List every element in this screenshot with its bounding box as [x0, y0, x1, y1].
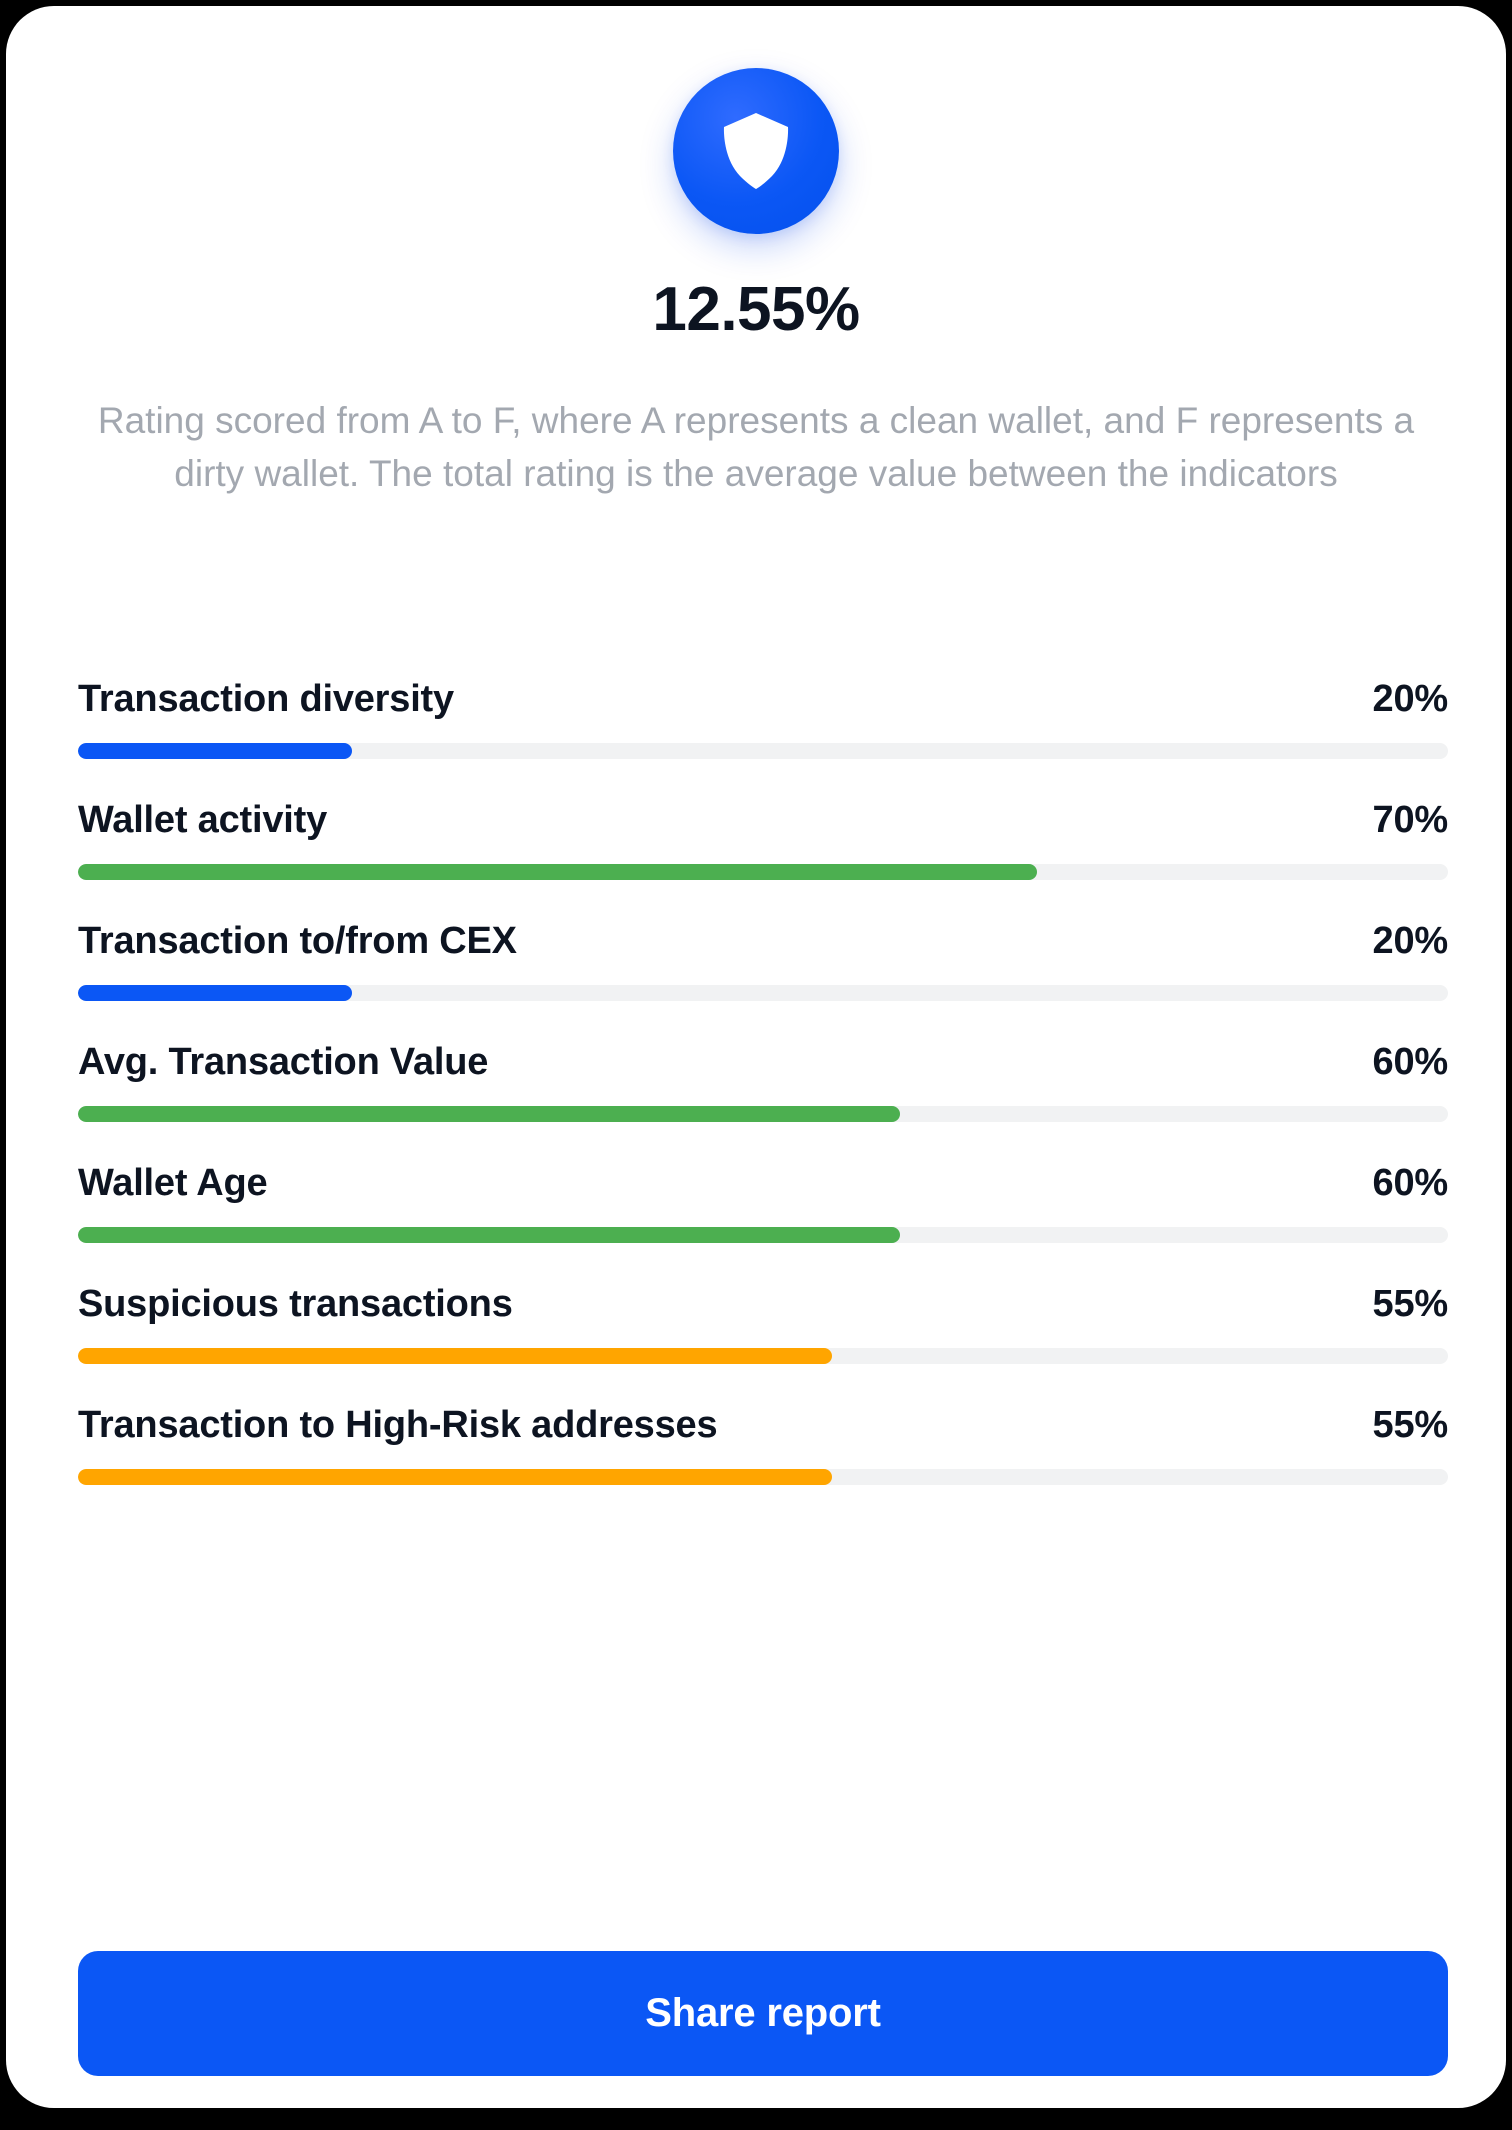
metric-header: Transaction to High-Risk addresses 55%: [78, 1404, 1448, 1447]
badge-container: [6, 68, 1506, 238]
metric-value: 20%: [1372, 920, 1449, 962]
metric-label: Avg. Transaction Value: [78, 1041, 489, 1083]
list-item: Transaction to High-Risk addresses 55%: [78, 1404, 1448, 1485]
metric-header: Wallet activity 70%: [78, 799, 1448, 842]
metric-value: 20%: [1372, 678, 1449, 720]
list-item: Wallet activity 70%: [78, 799, 1448, 880]
progress-fill: [78, 1106, 900, 1122]
metric-value: 55%: [1372, 1404, 1449, 1446]
metric-label: Suspicious transactions: [78, 1283, 513, 1325]
metric-label: Transaction to/from CEX: [78, 920, 517, 962]
metric-value: 60%: [1372, 1041, 1449, 1083]
progress-track: [78, 1348, 1448, 1364]
metrics-list: Transaction diversity 20% Wallet activit…: [78, 678, 1448, 1485]
rating-description: Rating scored from A to F, where A repre…: [97, 400, 1415, 494]
metric-label: Transaction diversity: [78, 678, 454, 720]
progress-fill: [78, 743, 352, 759]
progress-track: [78, 743, 1448, 759]
shield-badge: [673, 68, 839, 234]
metric-header: Wallet Age 60%: [78, 1162, 1448, 1205]
list-item: Suspicious transactions 55%: [78, 1283, 1448, 1364]
metric-header: Suspicious transactions 55%: [78, 1283, 1448, 1326]
metric-header: Transaction diversity 20%: [78, 678, 1448, 721]
progress-fill: [78, 1469, 832, 1485]
metric-label: Transaction to High-Risk addresses: [78, 1404, 718, 1446]
metric-label: Wallet Age: [78, 1162, 268, 1204]
metric-value: 55%: [1372, 1283, 1449, 1325]
share-report-button[interactable]: Share report: [78, 1951, 1448, 2076]
list-item: Transaction to/from CEX 20%: [78, 920, 1448, 1001]
progress-track: [78, 1469, 1448, 1485]
progress-fill: [78, 985, 352, 1001]
progress-track: [78, 1227, 1448, 1243]
metric-header: Avg. Transaction Value 60%: [78, 1041, 1448, 1084]
progress-fill: [78, 864, 1037, 880]
progress-track: [78, 985, 1448, 1001]
progress-fill: [78, 1227, 900, 1243]
shield-icon: [720, 111, 792, 191]
page-title: 12.55%: [652, 275, 860, 344]
list-item: Avg. Transaction Value 60%: [78, 1041, 1448, 1122]
metric-value: 60%: [1372, 1162, 1449, 1204]
metric-label: Wallet activity: [78, 799, 328, 841]
metric-value: 70%: [1372, 799, 1449, 841]
progress-track: [78, 1106, 1448, 1122]
progress-fill: [78, 1348, 832, 1364]
metric-header: Transaction to/from CEX 20%: [78, 920, 1448, 963]
list-item: Transaction diversity 20%: [78, 678, 1448, 759]
wallet-rating-card: 12.55% Rating scored from A to F, where …: [6, 6, 1506, 2108]
list-item: Wallet Age 60%: [78, 1162, 1448, 1243]
progress-track: [78, 864, 1448, 880]
